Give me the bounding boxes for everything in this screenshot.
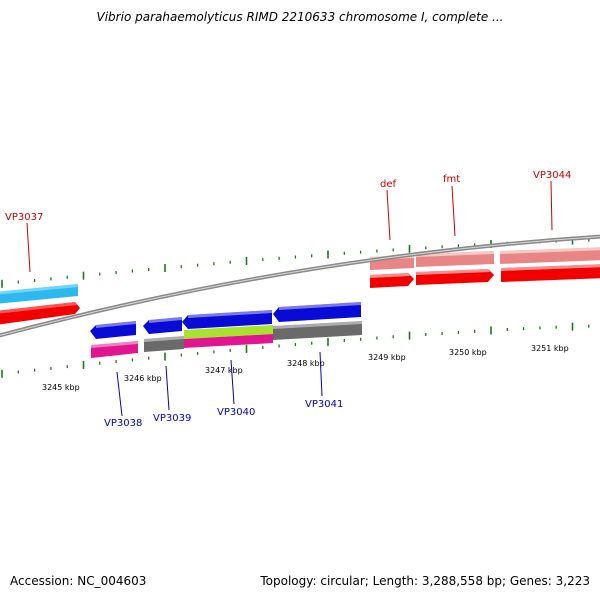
plus-strand-track: [0, 247, 600, 325]
feature-vp3040-lime[interactable]: [184, 325, 273, 339]
feature-vp3040-blue[interactable]: [182, 310, 272, 329]
feature-vp3037-red-highlight: [0, 302, 77, 314]
scale-label-3247: 3247 kbp: [205, 366, 243, 375]
scale-label-3248: 3248 kbp: [287, 359, 325, 368]
summary-text: Topology: circular; Length: 3,288,558 bp…: [260, 574, 590, 588]
gene-label-vp3038[interactable]: VP3038: [104, 418, 142, 429]
minus-feature-highlights: [91, 302, 362, 348]
scale-label-3246: 3246 kbp: [124, 374, 162, 383]
minus-strand-track: [90, 302, 362, 358]
feature-vp3041-gray[interactable]: [273, 321, 362, 340]
minus-gene-labels: VP3038 VP3039 VP3040 VP3041: [104, 351, 343, 429]
gene-label-vp3037[interactable]: VP3037: [5, 212, 43, 223]
feature-vp3041-blue[interactable]: [273, 302, 361, 322]
map-title: Vibrio parahaemolyticus RIMD 2210633 chr…: [96, 10, 504, 24]
plus-feature-highlights: [370, 247, 600, 278]
leader-def: [386, 189, 391, 241]
leader-vp3041: [319, 351, 323, 397]
gene-label-vp3040[interactable]: VP3040: [217, 407, 255, 418]
feature-vp3039-gray[interactable]: [144, 336, 184, 352]
feature-vp3037-cyan-highlight: [0, 284, 78, 295]
feature-vp3039-blue[interactable]: [143, 317, 182, 334]
feature-vp3038-magenta[interactable]: [91, 341, 138, 358]
accession-text: Accession: NC_004603: [10, 574, 147, 588]
gene-label-def[interactable]: def: [380, 179, 397, 190]
leader-vp3038: [116, 371, 123, 417]
gene-label-vp3039[interactable]: VP3039: [153, 413, 191, 424]
leader-vp3037: [26, 222, 31, 273]
feature-vp3038-blue[interactable]: [90, 321, 136, 339]
leader-fmt: [451, 185, 456, 237]
plus-gene-labels: VP3037 def fmt VP3044: [5, 170, 571, 273]
gene-label-vp3041[interactable]: VP3041: [305, 399, 343, 410]
scale-label-3249: 3249 kbp: [368, 353, 406, 362]
scale-labels: 3245 kbp 3246 kbp 3247 kbp 3248 kbp 3249…: [42, 344, 569, 392]
lower-scale-ticks: [1, 322, 590, 378]
feature-vp3037-red[interactable]: [0, 302, 80, 325]
scale-label-3250: 3250 kbp: [449, 348, 487, 357]
chromosome-backbone-inner: [0, 236, 600, 336]
gene-label-fmt[interactable]: fmt: [443, 174, 460, 185]
scale-label-3251: 3251 kbp: [531, 344, 569, 353]
scale-label-3245: 3245 kbp: [42, 383, 80, 392]
gene-label-vp3044[interactable]: VP3044: [533, 170, 571, 181]
leader-vp3044: [550, 180, 553, 231]
leader-vp3040: [230, 359, 235, 405]
feature-vp3040-magenta[interactable]: [184, 334, 273, 348]
leader-vp3039: [165, 365, 170, 411]
